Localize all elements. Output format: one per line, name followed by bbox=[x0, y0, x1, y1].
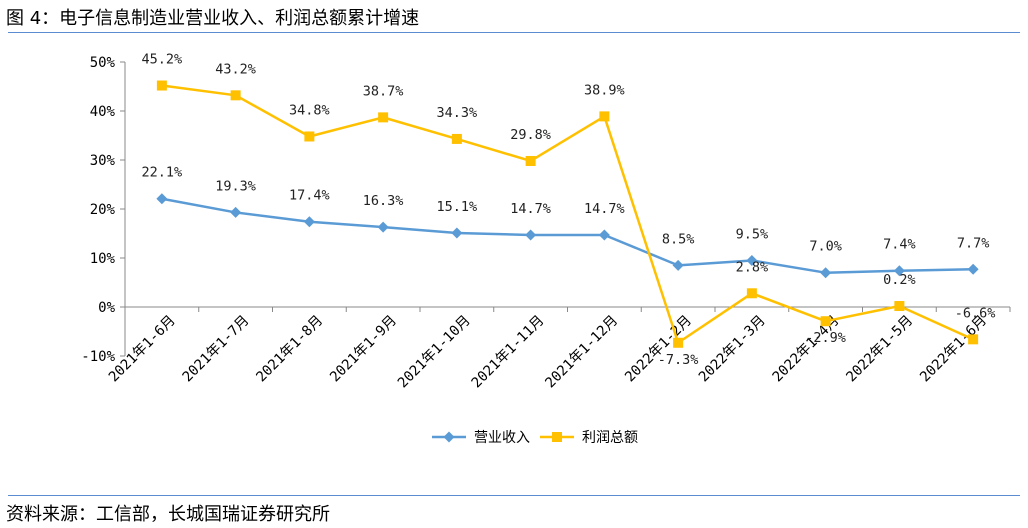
data-label-revenue: 19.3% bbox=[215, 178, 256, 194]
legend-marker-revenue bbox=[443, 431, 455, 443]
y-tick-label: 50% bbox=[90, 55, 116, 71]
x-tick-label: 2021年1-7月 bbox=[180, 313, 253, 386]
data-point-revenue bbox=[672, 259, 684, 271]
y-tick-label: 10% bbox=[90, 251, 116, 267]
legend-label-revenue: 营业收入 bbox=[474, 430, 530, 446]
source-note: 资料来源：工信部，长城国瑞证券研究所 bbox=[6, 504, 330, 525]
y-tick-label: 20% bbox=[90, 202, 116, 218]
chart-legend: 营业收入 利润总额 bbox=[432, 430, 638, 446]
y-tick-label: 40% bbox=[90, 104, 116, 120]
data-label-profit: 45.2% bbox=[142, 52, 183, 68]
x-tick-label: 2021年1-9月 bbox=[327, 313, 400, 386]
data-label-profit: -7.3% bbox=[658, 352, 699, 368]
data-label-revenue: 9.5% bbox=[736, 226, 769, 242]
data-label-revenue: 16.3% bbox=[363, 193, 404, 209]
x-tick-label: 2022年1-6月 bbox=[917, 313, 990, 386]
legend-label-profit: 利润总额 bbox=[582, 430, 638, 446]
data-label-revenue: 8.5% bbox=[662, 231, 695, 247]
data-point-revenue bbox=[525, 229, 537, 241]
data-label-revenue: 7.7% bbox=[957, 235, 990, 251]
legend-marker-profit bbox=[552, 432, 562, 442]
y-tick-label: -10% bbox=[81, 349, 115, 365]
data-label-profit: 2.8% bbox=[736, 259, 769, 275]
data-point-profit bbox=[894, 301, 905, 312]
data-label-revenue: 22.1% bbox=[142, 165, 183, 181]
x-tick-labels: 2021年1-6月 2021年1-7月 2021年1-8月 2021年1-9月2021… bbox=[106, 313, 990, 392]
x-tick-label: 2021年1-12月 bbox=[542, 313, 621, 392]
x-tick-label: 2021年1-10月 bbox=[395, 313, 474, 392]
data-point-revenue bbox=[820, 267, 832, 279]
data-point-revenue bbox=[303, 216, 315, 228]
y-tick-label: 0% bbox=[98, 300, 115, 316]
data-point-revenue bbox=[746, 254, 758, 266]
title-divider bbox=[8, 32, 1020, 33]
data-label-profit: 38.9% bbox=[584, 82, 625, 98]
data-point-profit bbox=[230, 90, 241, 101]
data-label-profit: -2.9% bbox=[805, 330, 846, 346]
data-label-profit: 38.7% bbox=[363, 83, 404, 99]
data-point-revenue bbox=[967, 263, 979, 275]
chart-axes bbox=[120, 61, 1011, 357]
data-point-profit bbox=[673, 337, 684, 348]
data-labels: 22.1% 19.3% 17.4% 16.3% 15.1% 14.7% 14.7% 8.5% 9… bbox=[142, 52, 996, 368]
data-point-profit bbox=[525, 155, 536, 166]
data-label-revenue: 14.7% bbox=[510, 201, 551, 217]
x-tick-label: 2021年1-11月 bbox=[469, 313, 548, 392]
data-point-profit bbox=[968, 334, 979, 345]
data-point-profit bbox=[820, 316, 831, 327]
y-tick-labels: 50% 40% 30% 20% 10% 0% -10% bbox=[81, 55, 115, 365]
series-markers bbox=[156, 80, 979, 348]
data-point-revenue bbox=[230, 206, 242, 218]
data-label-revenue: 7.4% bbox=[883, 237, 916, 253]
data-point-profit bbox=[599, 111, 610, 122]
data-label-revenue: 14.7% bbox=[584, 201, 625, 217]
series-line-revenue bbox=[161, 197, 974, 274]
series-lines bbox=[161, 84, 974, 345]
data-label-revenue: 15.1% bbox=[437, 199, 478, 215]
data-point-revenue bbox=[377, 221, 389, 233]
data-point-revenue bbox=[893, 265, 905, 277]
data-label-profit: 43.2% bbox=[215, 61, 256, 77]
data-point-revenue bbox=[156, 193, 168, 205]
x-tick-label: 2022年1-2月 bbox=[622, 313, 695, 386]
data-point-revenue bbox=[451, 227, 463, 239]
series-line-profit bbox=[161, 84, 974, 345]
data-point-profit bbox=[451, 133, 462, 144]
x-tick-label: 2021年1-8月 bbox=[253, 313, 326, 386]
line-chart: 50% 40% 30% 20% 10% 0% -10% 2021年1-6月 2021年1-7月… bbox=[81, 52, 1011, 446]
y-tick-label: 30% bbox=[90, 153, 116, 169]
data-label-profit: 34.8% bbox=[289, 102, 330, 118]
data-point-revenue bbox=[598, 229, 610, 241]
data-label-profit: 29.8% bbox=[510, 127, 551, 143]
x-tick-label: 2022年1-4月 bbox=[770, 313, 843, 386]
data-point-profit bbox=[304, 131, 315, 142]
data-label-revenue: 7.0% bbox=[809, 239, 842, 255]
data-point-profit bbox=[746, 288, 757, 299]
data-label-profit: 0.2% bbox=[883, 272, 916, 288]
data-point-profit bbox=[156, 80, 167, 91]
data-label-profit: -6.6% bbox=[955, 305, 996, 321]
data-label-profit: 34.3% bbox=[437, 105, 478, 121]
source-divider bbox=[8, 495, 1020, 496]
data-point-profit bbox=[378, 112, 389, 123]
x-tick-label: 2022年1-5月 bbox=[843, 313, 916, 386]
data-label-revenue: 17.4% bbox=[289, 188, 330, 204]
figure-title: 图 4：电子信息制造业营业收入、利润总额累计增速 bbox=[6, 8, 420, 29]
x-tick-label: 2021年1-6月 bbox=[106, 313, 179, 386]
